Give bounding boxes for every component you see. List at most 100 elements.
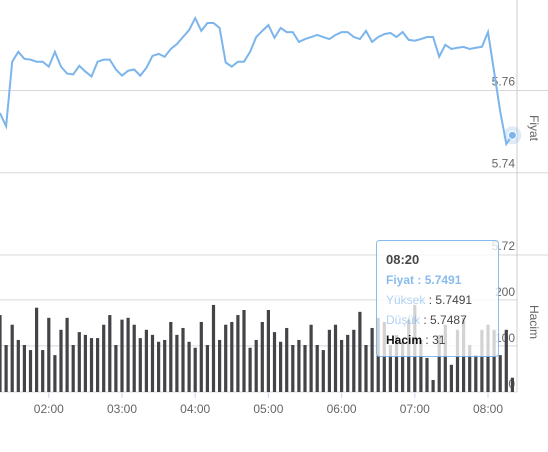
volume-bar (455, 329, 460, 392)
volume-bar (437, 334, 441, 392)
volume-bar (132, 324, 136, 392)
volume-bar (230, 321, 234, 392)
tooltip-volume-part: : (425, 333, 428, 347)
volume-bar (120, 319, 124, 392)
x-tick-label: 05:00 (253, 402, 283, 416)
volume-bar (71, 345, 75, 392)
tooltip-high-part: : (429, 293, 432, 307)
tooltip: 08:20 Fiyat : 5.7491 Yüksek : 5.7491 Düşü… (376, 240, 499, 357)
volume-bar (303, 345, 307, 392)
volume-bar (28, 350, 33, 392)
y-tick-label: 5.74 (492, 157, 516, 171)
volume-bar (41, 350, 45, 392)
x-tick-label: 07:00 (400, 402, 430, 416)
volume-bar (77, 332, 81, 392)
volume-bar (333, 324, 338, 392)
tooltip-low: Düşük : 5.7487 (386, 313, 467, 327)
volume-bar (83, 334, 87, 392)
volume-bar (480, 329, 484, 392)
tooltip-price-part: Fiyat (386, 273, 414, 287)
volume-bar (352, 329, 356, 392)
volume-bar (285, 327, 289, 392)
volume-bar (236, 315, 240, 392)
volume-bar (157, 341, 161, 392)
y2-axis-title: Hacim (527, 305, 541, 339)
volume-bar (504, 329, 508, 392)
volume-bar (492, 329, 496, 392)
tooltip-high: Yüksek : 5.7491 (386, 293, 472, 307)
volume-bar (266, 309, 270, 392)
price-line (0, 15, 514, 147)
volume-bar (431, 380, 435, 392)
volume-bar (4, 345, 8, 392)
volume-bar (327, 329, 331, 392)
volume-bar (175, 334, 179, 392)
volume-bar (114, 345, 118, 392)
tooltip-time: 08:20 (386, 252, 419, 267)
volume-bar (297, 339, 301, 392)
x-tick-label: 06:00 (327, 402, 357, 416)
volume-bar (35, 307, 39, 392)
x-tick-label: 08:00 (473, 402, 503, 416)
volume-bar (419, 339, 423, 392)
volume-bar (144, 329, 148, 392)
tooltip-price-part: : (417, 273, 421, 287)
volume-bar (211, 304, 216, 392)
y-tick-label: 5.76 (492, 74, 516, 88)
volume-bar (340, 339, 344, 392)
tooltip-volume-part: Hacim (386, 333, 422, 347)
volume-bar (218, 339, 222, 392)
volume-bar (248, 347, 252, 392)
volume-bar (394, 334, 399, 392)
volume-bar (388, 345, 392, 392)
volume-bar (272, 332, 277, 392)
volume-bar (510, 377, 514, 392)
x-tick-label: 03:00 (107, 402, 137, 416)
tooltip-low-part: : (423, 313, 426, 327)
volume-bar (425, 357, 429, 392)
tooltip-volume: Hacim : 31 (386, 333, 446, 347)
volume-bar (193, 347, 197, 392)
volume-bar (126, 317, 130, 392)
tooltip-low-part: Düşük (386, 313, 421, 327)
volume-bar (321, 350, 325, 392)
y-axis-title: Fiyat (527, 115, 541, 142)
volume-bar (22, 345, 26, 392)
x-tick-label: 04:00 (180, 402, 210, 416)
volume-bar (346, 334, 350, 392)
volume-bar (108, 315, 112, 392)
volume-bar (291, 345, 295, 392)
volume-bar (181, 327, 185, 392)
volume-bar (224, 324, 228, 392)
volume-bar (443, 324, 447, 392)
volume-bar (315, 345, 319, 392)
tooltip-price-part: 5.7491 (425, 273, 462, 287)
volume-bar (169, 321, 173, 392)
volume-bar (47, 317, 51, 392)
volume-bar (53, 355, 57, 392)
volume-bar (0, 315, 2, 392)
volume-bar (468, 345, 472, 392)
volume-bar (449, 364, 453, 392)
volume-bar (96, 338, 100, 392)
tooltip-high-part: Yüksek (386, 293, 426, 307)
volume-bar (89, 338, 94, 392)
volume-bar (370, 327, 374, 392)
volume-bar (205, 345, 209, 392)
tooltip-low-part: 5.7487 (430, 313, 467, 327)
volume-bar (199, 321, 203, 392)
x-tick-label: 02:00 (34, 402, 64, 416)
volume-bar (474, 355, 478, 392)
volume-bar (150, 334, 155, 392)
volume-bar (498, 355, 502, 392)
volume-bar (309, 324, 313, 392)
volume-bar (102, 324, 106, 392)
volume-bar (16, 339, 20, 392)
hover-point (507, 130, 517, 140)
tooltip-high-part: 5.7491 (435, 293, 472, 307)
volume-bar (138, 338, 142, 392)
tooltip-box (376, 240, 499, 357)
volume-bar (260, 321, 264, 392)
